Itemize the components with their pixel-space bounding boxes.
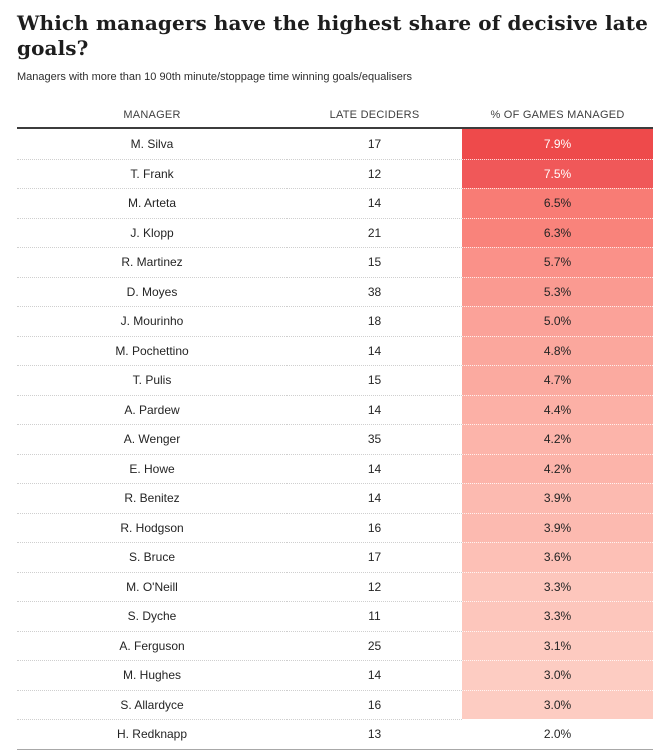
late-deciders-cell: 14	[287, 483, 462, 513]
pct-cell: 3.3%	[462, 601, 653, 631]
manager-cell: S. Allardyce	[17, 689, 287, 720]
late-deciders-cell: 14	[287, 660, 462, 690]
table-row: M. Pochettino 14 4.8%	[17, 335, 653, 366]
late-deciders-cell: 15	[287, 365, 462, 395]
late-deciders-cell: 18	[287, 306, 462, 336]
table-row: R. Martinez 15 5.7%	[17, 247, 653, 277]
table-row: S. Bruce 17 3.6%	[17, 542, 653, 572]
late-deciders-cell: 16	[287, 512, 462, 543]
pct-cell: 2.0%	[462, 719, 653, 749]
late-deciders-cell: 11	[287, 601, 462, 631]
col-header-manager: MANAGER	[123, 109, 181, 121]
table-row: S. Allardyce 16 3.0%	[17, 689, 653, 720]
table-row: M. Hughes 14 3.0%	[17, 660, 653, 690]
manager-cell: R. Hodgson	[17, 512, 287, 543]
manager-cell: E. Howe	[17, 453, 287, 484]
page: Which managers have the highest share of…	[0, 11, 660, 750]
manager-cell: R. Martinez	[17, 247, 287, 277]
late-deciders-cell: 12	[287, 158, 462, 189]
late-deciders-cell: 13	[287, 719, 462, 749]
pct-cell: 6.5%	[462, 188, 653, 218]
manager-cell: S. Bruce	[17, 542, 287, 572]
pct-cell: 6.3%	[462, 217, 653, 247]
late-deciders-cell: 17	[287, 542, 462, 572]
table-row: M. O'Neill 12 3.3%	[17, 571, 653, 602]
table-row: R. Benitez 14 3.9%	[17, 483, 653, 513]
table-row: M. Silva 17 7.9%	[17, 129, 653, 159]
late-deciders-cell: 14	[287, 453, 462, 484]
manager-cell: R. Benitez	[17, 483, 287, 513]
pct-cell: 3.1%	[462, 630, 653, 660]
table-row: R. Hodgson 16 3.9%	[17, 512, 653, 543]
manager-cell: T. Frank	[17, 158, 287, 189]
manager-cell: J. Klopp	[17, 217, 287, 248]
table-row: A. Pardew 14 4.4%	[17, 394, 653, 425]
managers-table: MANAGER LATE DECIDERS % OF GAMES MANAGED…	[17, 94, 653, 750]
late-deciders-cell: 38	[287, 276, 462, 307]
table-row: A. Ferguson 25 3.1%	[17, 630, 653, 661]
table-row: J. Klopp 21 6.3%	[17, 217, 653, 248]
page-title: Which managers have the highest share of…	[17, 11, 648, 60]
pct-cell: 3.6%	[462, 542, 653, 572]
late-deciders-cell: 35	[287, 424, 462, 454]
table-row: S. Dyche 11 3.3%	[17, 601, 653, 631]
late-deciders-cell: 21	[287, 217, 462, 248]
table-row: A. Wenger 35 4.2%	[17, 424, 653, 454]
pct-cell: 4.4%	[462, 394, 653, 424]
pct-cell: 5.7%	[462, 247, 653, 277]
manager-cell: A. Wenger	[17, 424, 287, 454]
late-deciders-cell: 17	[367, 136, 382, 151]
table-row: J. Mourinho 18 5.0%	[17, 306, 653, 336]
pct-cell: 4.2%	[462, 453, 653, 483]
pct-cell: 4.8%	[462, 335, 653, 365]
table-row: E. Howe 14 4.2%	[17, 453, 653, 484]
manager-cell: D. Moyes	[17, 276, 287, 307]
late-deciders-cell: 25	[287, 630, 462, 661]
pct-cell: 5.0%	[462, 306, 653, 336]
pct-cell: 3.9%	[462, 512, 653, 542]
late-deciders-cell: 16	[287, 689, 462, 720]
late-deciders-cell: 14	[287, 335, 462, 366]
late-deciders-cell: 14	[287, 188, 462, 218]
manager-cell: J. Mourinho	[17, 306, 287, 336]
table-row: T. Frank 12 7.5%	[17, 158, 653, 189]
table-header-row: MANAGER LATE DECIDERS % OF GAMES MANAGED	[17, 94, 653, 129]
pct-cell: 3.3%	[462, 571, 653, 601]
manager-cell: M. O'Neill	[17, 571, 287, 602]
page-subtitle: Managers with more than 10 90th minute/s…	[17, 71, 413, 83]
manager-cell: A. Ferguson	[17, 630, 287, 661]
table-row: H. Redknapp 13 2.0%	[17, 719, 653, 749]
manager-cell: T. Pulis	[17, 365, 287, 395]
pct-cell: 4.7%	[462, 365, 653, 395]
col-header-pct-games-managed: % OF GAMES MANAGED	[490, 109, 625, 121]
manager-cell: H. Redknapp	[17, 719, 287, 749]
pct-cell: 7.5%	[462, 158, 653, 188]
table-row: D. Moyes 38 5.3%	[17, 276, 653, 307]
pct-cell: 3.0%	[462, 660, 653, 690]
manager-cell: M. Silva	[130, 136, 174, 151]
col-header-late-deciders: LATE DECIDERS	[329, 109, 420, 121]
pct-cell: 4.2%	[462, 424, 653, 454]
table-row: M. Arteta 14 6.5%	[17, 188, 653, 218]
manager-cell: M. Pochettino	[17, 335, 287, 366]
table-row: T. Pulis 15 4.7%	[17, 365, 653, 395]
table-body: M. Silva 17 7.9% T. Frank 12 7.5% M. Art…	[17, 129, 653, 750]
pct-cell: 7.9%	[462, 129, 653, 159]
manager-cell: S. Dyche	[17, 601, 287, 631]
late-deciders-cell: 14	[287, 394, 462, 425]
late-deciders-cell: 12	[287, 571, 462, 602]
manager-cell: M. Arteta	[17, 188, 287, 218]
pct-cell: 3.0%	[462, 689, 653, 719]
late-deciders-cell: 15	[287, 247, 462, 277]
manager-cell: M. Hughes	[17, 660, 287, 690]
pct-cell: 3.9%	[462, 483, 653, 513]
manager-cell: A. Pardew	[17, 394, 287, 425]
pct-cell: 5.3%	[462, 276, 653, 306]
